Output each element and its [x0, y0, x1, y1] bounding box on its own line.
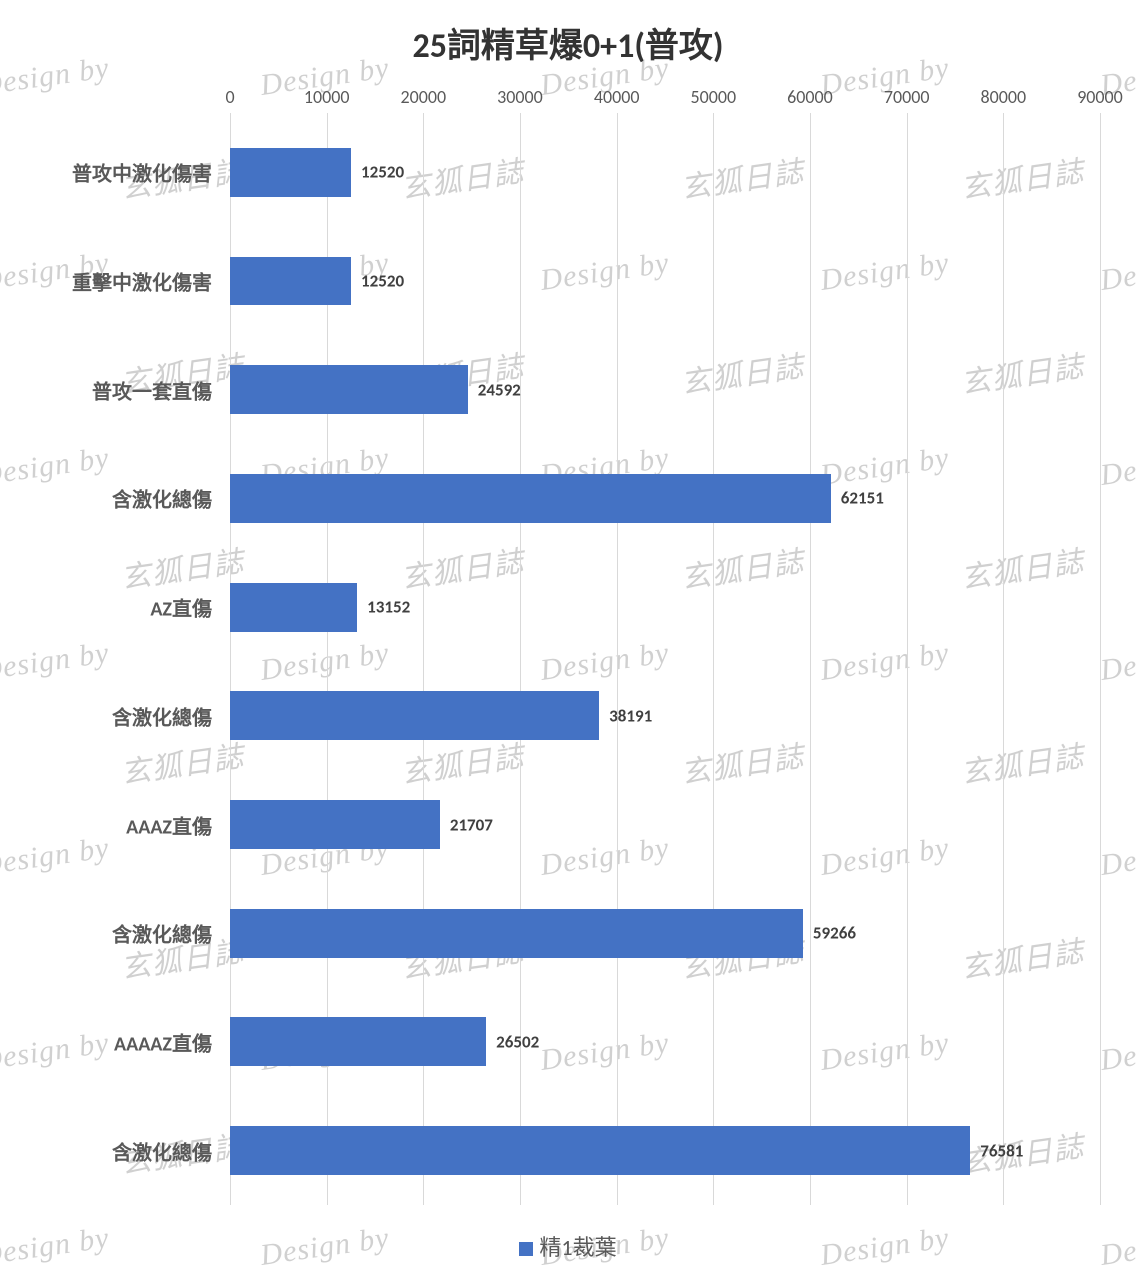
plot-area: 普攻中激化傷害12520重擊中激化傷害12520普攻一套直傷24592含激化總傷… [230, 118, 1100, 1205]
category-label: 普攻一套直傷 [92, 375, 212, 404]
x-axis: 0100002000030000400005000060000700008000… [230, 78, 1100, 118]
gridline [1100, 118, 1101, 1205]
bar-value-label: 24592 [478, 379, 521, 400]
x-tick-label: 80000 [981, 86, 1027, 108]
gridline [617, 118, 618, 1205]
tickmark [810, 113, 811, 118]
category-label: AAAAZ直傷 [114, 1027, 212, 1056]
gridline [810, 118, 811, 1205]
bar-value-label: 13152 [367, 597, 410, 618]
bar [230, 800, 440, 849]
x-tick-label: 60000 [787, 86, 833, 108]
bar-value-label: 21707 [450, 814, 493, 835]
category-label: 普攻中激化傷害 [72, 158, 212, 187]
category-label: 含激化總傷 [112, 919, 212, 948]
bar [230, 1017, 486, 1066]
category-label: AZ直傷 [150, 593, 212, 622]
category-label: AAAZ直傷 [126, 810, 212, 839]
tickmark [230, 113, 231, 118]
tickmark [423, 113, 424, 118]
x-tick-label: 0 [225, 86, 234, 108]
chart-title: 25詞精草爆0+1(普攻) [0, 0, 1136, 77]
bar [230, 583, 357, 632]
category-label: 含激化總傷 [112, 701, 212, 730]
bar-value-label: 76581 [980, 1140, 1023, 1161]
bar-value-label: 12520 [361, 271, 404, 292]
bar-value-label: 62151 [841, 488, 884, 509]
bar [230, 474, 831, 523]
tickmark [520, 113, 521, 118]
bar [230, 909, 803, 958]
x-tick-label: 20000 [401, 86, 447, 108]
x-tick-label: 40000 [594, 86, 640, 108]
bar [230, 365, 468, 414]
tickmark [327, 113, 328, 118]
bar-value-label: 59266 [813, 923, 856, 944]
tickmark [1100, 113, 1101, 118]
tickmark [617, 113, 618, 118]
bar-value-label: 12520 [361, 162, 404, 183]
x-tick-label: 10000 [304, 86, 350, 108]
legend-swatch [519, 1242, 533, 1256]
category-label: 含激化總傷 [112, 1136, 212, 1165]
bar [230, 148, 351, 197]
x-tick-label: 30000 [497, 86, 543, 108]
bar-value-label: 26502 [496, 1031, 539, 1052]
bar [230, 1126, 970, 1175]
gridline [713, 118, 714, 1205]
x-tick-label: 70000 [884, 86, 930, 108]
category-label: 重擊中激化傷害 [72, 267, 212, 296]
bar [230, 257, 351, 306]
gridline [907, 118, 908, 1205]
tickmark [1003, 113, 1004, 118]
tickmark [713, 113, 714, 118]
x-tick-label: 90000 [1077, 86, 1123, 108]
x-tick-label: 50000 [691, 86, 737, 108]
category-label: 含激化總傷 [112, 484, 212, 513]
legend-label: 精1裁葉 [539, 1234, 616, 1261]
legend: 精1裁葉 [0, 1230, 1136, 1262]
chart-container: 25詞精草爆0+1(普攻) 0 10000 20000 30000 40000 50000… [0, 0, 1136, 1280]
bar [230, 691, 599, 740]
gridline [1003, 118, 1004, 1205]
tickmark [907, 113, 908, 118]
bar-value-label: 38191 [609, 705, 652, 726]
